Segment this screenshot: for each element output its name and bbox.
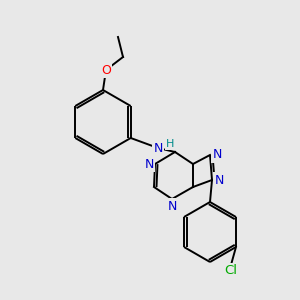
Text: N: N [214, 173, 224, 187]
Text: O: O [101, 64, 111, 76]
Text: N: N [153, 142, 163, 154]
Text: N: N [144, 158, 154, 170]
Text: Cl: Cl [224, 265, 238, 278]
Text: N: N [167, 200, 177, 212]
Text: H: H [166, 139, 174, 149]
Text: N: N [212, 148, 222, 161]
